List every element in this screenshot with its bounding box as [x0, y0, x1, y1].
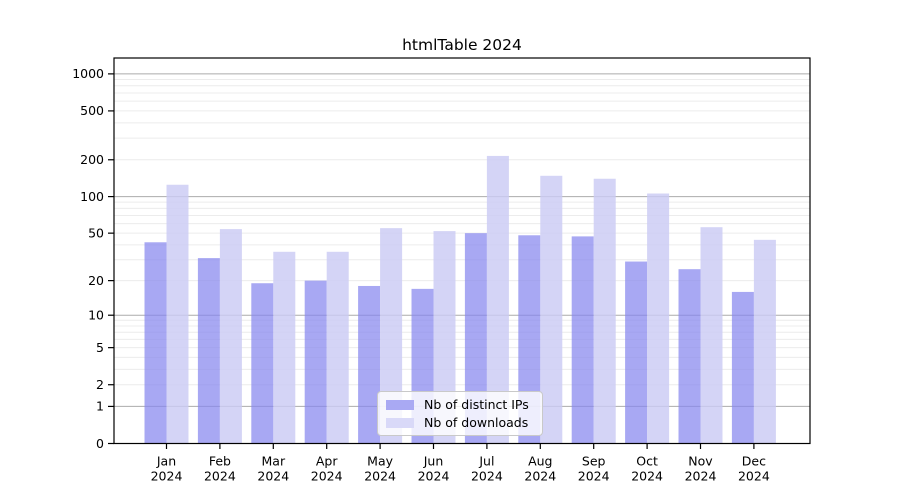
- x-tick-label-month: Feb: [209, 454, 231, 469]
- bar-downloads: [433, 231, 456, 444]
- x-tick-label-month: Jun: [423, 454, 444, 469]
- bar-distinct-ips: [251, 283, 274, 444]
- bar-downloads: [753, 239, 776, 444]
- bar-distinct-ips: [464, 233, 487, 444]
- y-tick-label: 200: [80, 152, 104, 167]
- x-tick-label-month: Aug: [528, 454, 552, 469]
- x-tick-label-month: Jan: [156, 454, 176, 469]
- bar-downloads: [219, 229, 242, 444]
- bar-downloads: [166, 184, 189, 444]
- chart-title: htmlTable 2024: [402, 36, 522, 54]
- x-tick-label-year: 2024: [738, 469, 770, 484]
- x-tick-label-month: Mar: [262, 454, 286, 469]
- bar-downloads: [273, 251, 296, 444]
- x-tick-label-month: May: [367, 454, 393, 469]
- x-tick-label-year: 2024: [631, 469, 663, 484]
- legend-item-distinct-ips: Nb of distinct IPs: [386, 397, 542, 412]
- x-tick-label-year: 2024: [204, 469, 236, 484]
- x-tick-label-year: 2024: [151, 469, 183, 484]
- plot-border: [113, 57, 811, 445]
- legend-label-downloads: Nb of downloads: [424, 415, 529, 430]
- bar-distinct-ips: [197, 258, 220, 444]
- bar-distinct-ips: [731, 291, 754, 444]
- bar-downloads: [380, 228, 403, 444]
- x-tick-label-year: 2024: [418, 469, 450, 484]
- y-tick-label: 100: [80, 189, 104, 204]
- bar-downloads: [326, 251, 349, 444]
- x-tick-label-year: 2024: [578, 469, 610, 484]
- x-tick-label-year: 2024: [685, 469, 717, 484]
- y-tick-label: 1: [96, 399, 104, 414]
- y-tick-label: 10: [88, 308, 104, 323]
- bar-distinct-ips: [678, 269, 701, 444]
- bar-distinct-ips: [358, 285, 381, 444]
- x-tick-label-year: 2024: [311, 469, 343, 484]
- x-tick-label-month: Jul: [478, 454, 494, 469]
- x-tick-label-year: 2024: [524, 469, 556, 484]
- legend-swatch-distinct-ips: [386, 399, 414, 410]
- y-tick-label: 50: [88, 225, 104, 240]
- legend-swatch-downloads: [386, 417, 414, 428]
- x-tick-label-year: 2024: [364, 469, 396, 484]
- bar-downloads: [700, 227, 723, 444]
- bar-distinct-ips: [144, 242, 167, 444]
- y-tick-label: 500: [80, 103, 104, 118]
- x-tick-label-month: Oct: [636, 454, 658, 469]
- x-tick-label-month: Sep: [582, 454, 606, 469]
- bar-downloads: [593, 178, 616, 444]
- x-tick-label-year: 2024: [471, 469, 503, 484]
- x-tick-label-year: 2024: [257, 469, 289, 484]
- legend: Nb of distinct IPs Nb of downloads: [377, 391, 543, 436]
- bar-downloads: [486, 155, 509, 444]
- y-tick-label: 5: [96, 340, 104, 355]
- y-tick-label: 1000: [72, 66, 104, 81]
- legend-item-downloads: Nb of downloads: [386, 415, 542, 430]
- bar-distinct-ips: [625, 261, 648, 444]
- x-tick-label-month: Dec: [742, 454, 766, 469]
- x-tick-label-month: Nov: [688, 454, 713, 469]
- bar-downloads: [540, 175, 563, 444]
- x-tick-label-month: Apr: [316, 454, 338, 469]
- bar-distinct-ips: [571, 236, 594, 444]
- legend-label-distinct-ips: Nb of distinct IPs: [424, 397, 529, 412]
- y-tick-label: 2: [96, 377, 104, 392]
- y-tick-label: 20: [88, 273, 104, 288]
- bar-distinct-ips: [304, 280, 327, 444]
- bar-downloads: [647, 193, 670, 444]
- y-tick-label: 0: [96, 436, 104, 451]
